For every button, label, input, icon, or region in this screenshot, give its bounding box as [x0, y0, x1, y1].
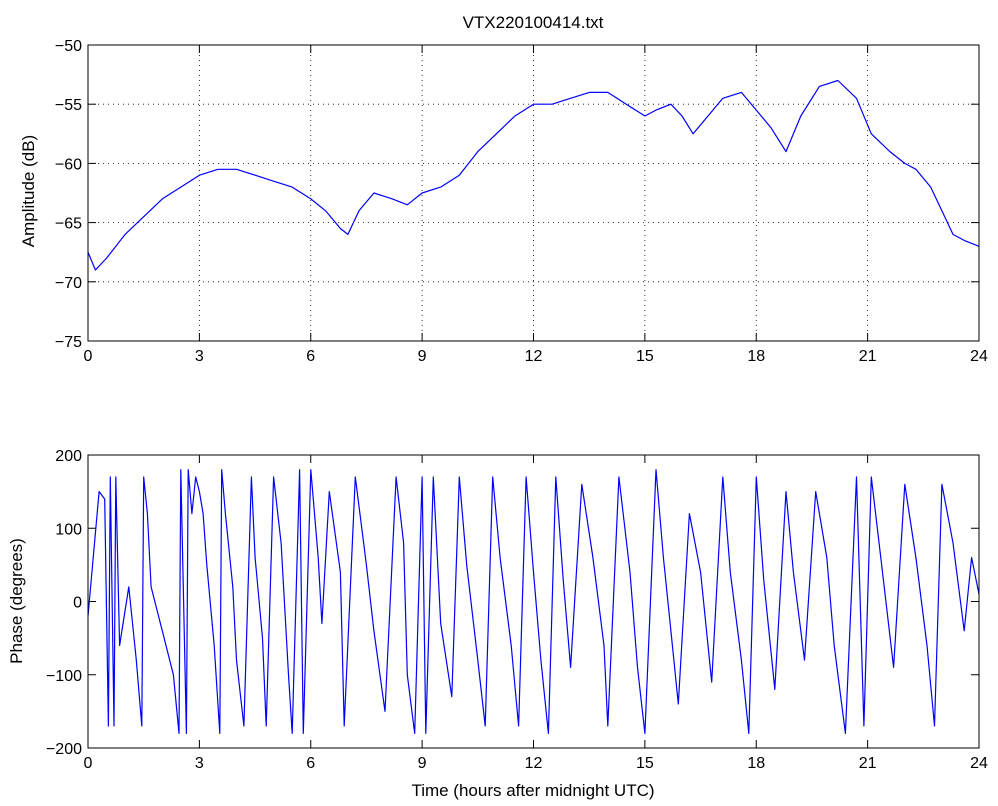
phase-y-tick-label: −100	[46, 668, 82, 685]
amplitude-y-tick-label: −75	[55, 334, 82, 351]
amplitude-y-tick-label: −50	[55, 38, 82, 55]
amplitude-x-tick-label: 21	[859, 348, 877, 365]
phase-x-tick-label: 12	[525, 755, 543, 772]
amplitude-x-tick-label: 6	[306, 348, 315, 365]
phase-ticks: 0 3 6 9 12 15 18 21 24 −200 −100 0 100 200	[46, 448, 988, 772]
amplitude-x-tick-label: 0	[84, 348, 93, 365]
phase-y-tick-label: −200	[46, 741, 82, 758]
phase-x-tick-label: 3	[195, 755, 204, 772]
amplitude-y-axis-label: Amplitude (dB)	[19, 135, 38, 247]
phase-y-tick-label: 200	[55, 448, 82, 465]
amplitude-x-tick-label: 18	[747, 348, 765, 365]
phase-x-tick-label: 9	[418, 755, 427, 772]
amplitude-plot-frame	[87, 44, 980, 342]
phase-axes: Phase (degrees) Time (hours after midnig…	[7, 448, 988, 800]
phase-y-tick-label: 0	[73, 595, 82, 612]
phase-x-tick-label: 6	[306, 755, 315, 772]
amplitude-series	[87, 79, 980, 271]
amplitude-x-tick-label: 15	[636, 348, 654, 365]
phase-series-line	[87, 469, 980, 734]
amplitude-x-tick-label: 9	[418, 348, 427, 365]
amplitude-x-tick-label: 3	[195, 348, 204, 365]
phase-y-axis-label: Phase (degrees)	[7, 538, 26, 664]
phase-x-tick-label: 21	[859, 755, 877, 772]
amplitude-ticks: 0 3 6 9 12 15 18 21 24 −75 −70 −65 −60 −55 −50	[55, 38, 988, 365]
phase-series	[87, 469, 980, 734]
amplitude-x-tick-label: 12	[525, 348, 543, 365]
amplitude-axes: VTX220100414.txt Amplitude (dB) 0 3 6 9 12 15…	[19, 13, 988, 365]
amplitude-x-tick-label: 24	[970, 348, 988, 365]
phase-y-tick-label: 100	[55, 521, 82, 538]
phase-x-tick-label: 15	[636, 755, 654, 772]
chart-title: VTX220100414.txt	[463, 13, 604, 32]
phase-x-axis-label: Time (hours after midnight UTC)	[411, 781, 654, 800]
amplitude-y-tick-label: −70	[55, 275, 82, 292]
amplitude-y-tick-label: −55	[55, 97, 82, 114]
phase-x-tick-label: 0	[84, 755, 93, 772]
amplitude-series-line	[87, 79, 980, 271]
amplitude-y-tick-label: −65	[55, 216, 82, 233]
phase-x-tick-label: 24	[970, 755, 988, 772]
phase-plot-frame	[87, 454, 980, 749]
amplitude-y-tick-label: −60	[55, 156, 82, 173]
phase-x-tick-label: 18	[747, 755, 765, 772]
